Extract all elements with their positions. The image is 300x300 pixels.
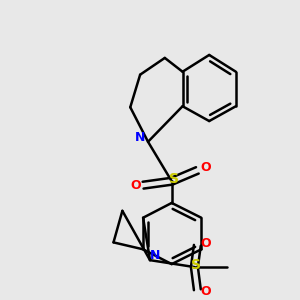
Text: O: O [200,237,211,250]
Text: S: S [191,258,201,272]
Text: O: O [200,161,211,174]
Text: O: O [200,285,211,298]
Text: N: N [135,131,145,144]
Text: N: N [150,249,160,262]
Text: O: O [130,179,140,192]
Text: S: S [169,172,179,186]
